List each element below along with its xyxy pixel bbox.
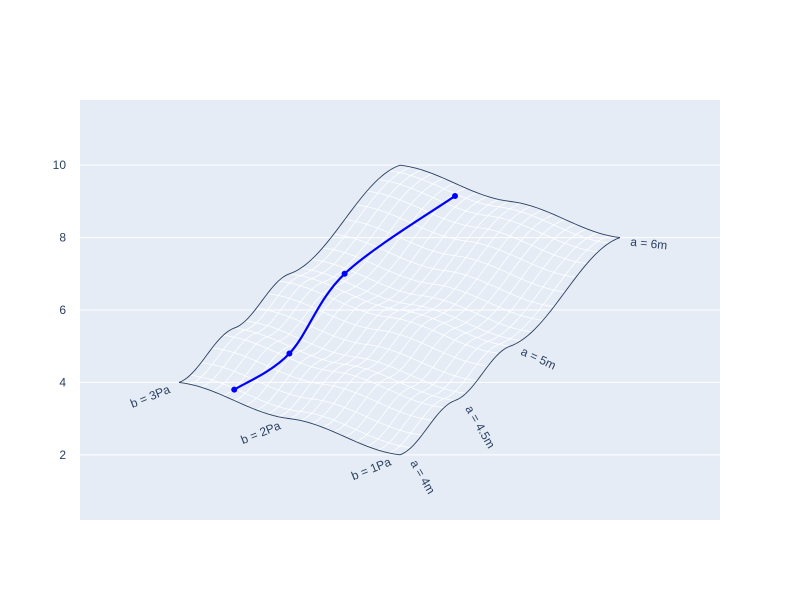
y-tick-labels: 2 4 6 8 10 [53, 158, 67, 462]
carpet-border [178, 164, 621, 456]
carpet-b-gridline [189, 166, 412, 385]
carpet-b-gridline [355, 224, 577, 442]
carpet-b-gridline [311, 205, 533, 424]
carpet-a-border [178, 381, 401, 456]
carpet-b-border [399, 237, 621, 456]
y-tick-label: 6 [59, 303, 66, 317]
carpet-b-gridline [377, 232, 599, 451]
carpet-a-border [399, 164, 621, 239]
carpet-b-gridline [200, 169, 423, 388]
carpet-b-gridline [289, 201, 511, 419]
carpet-b-gridline [211, 173, 434, 392]
y-tick-label: 2 [59, 448, 66, 462]
a-axis-label: a = 6m [630, 235, 668, 253]
y-tick-label: 4 [59, 375, 66, 389]
carpet-b-border [178, 164, 401, 383]
series-line [233, 195, 456, 391]
carpet-b-gridline [256, 192, 478, 411]
y-tick-label: 8 [59, 231, 66, 245]
carpet-b-gridline [344, 219, 566, 438]
series-layer [231, 192, 458, 393]
carpet-b-gridline [322, 209, 544, 428]
series-point[interactable] [341, 270, 348, 277]
y-tick-label: 10 [53, 158, 67, 172]
carpet-b-gridline [333, 214, 555, 433]
carpet-b-gridline [267, 196, 489, 415]
carpet-b-gridline [300, 202, 522, 421]
series-point[interactable] [231, 386, 238, 393]
carpet-b-gridline [366, 228, 588, 447]
carpet-minor-gridlines [189, 166, 610, 454]
series-point[interactable] [452, 192, 458, 199]
carpet-b-gridline [234, 182, 456, 401]
series-point[interactable] [286, 350, 293, 357]
carpet-b-gridline [278, 199, 500, 418]
carpet-b-gridline [245, 187, 467, 406]
carpet-b-gridline [388, 235, 610, 454]
